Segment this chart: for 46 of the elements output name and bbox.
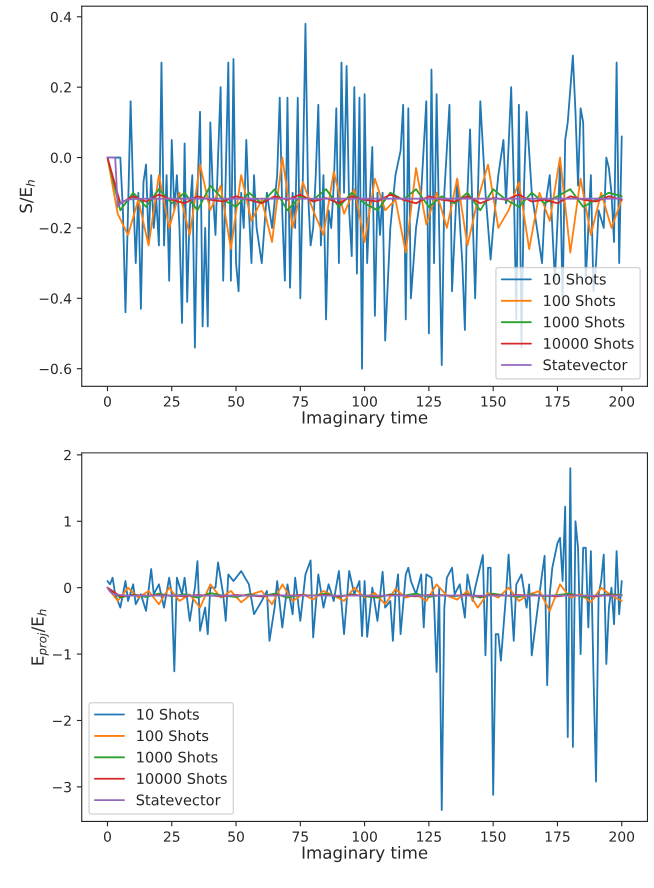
y-tick-label: 0.4 <box>50 12 72 22</box>
y-tick-label: −0.2 <box>40 222 71 234</box>
x-tick-label: 125 <box>417 831 441 842</box>
legend-label: 10 Shots <box>544 273 606 285</box>
y-tick-label: 1 <box>64 516 71 527</box>
legend-label: Statevector <box>544 359 628 370</box>
x-tick-label: 50 <box>228 396 244 407</box>
legend-label: 100 Shots <box>137 730 208 742</box>
legend-label: Statevector <box>136 794 221 806</box>
x-tick-label: 150 <box>481 831 506 842</box>
x-tick-label: 75 <box>292 396 308 407</box>
legend-label: 10 Shots <box>137 708 199 720</box>
y-tick-label: −0.6 <box>40 364 72 374</box>
y-tick-label: 2 <box>64 450 71 460</box>
y-tick-label: 0 <box>64 582 72 594</box>
x-tick-label: 0 <box>104 831 111 842</box>
y-axis-title: E$_{proj}$/E$_{h}$ <box>31 610 49 665</box>
y-tick-label: −1 <box>53 649 71 660</box>
x-tick-label: 200 <box>610 831 634 842</box>
x-tick-label: 175 <box>546 396 570 407</box>
y-tick-label: −0.4 <box>40 293 72 304</box>
x-tick-label: 200 <box>610 396 634 407</box>
y-tick-label: 0.0 <box>50 152 72 164</box>
x-tick-label: 25 <box>164 396 180 407</box>
line-series <box>106 467 623 812</box>
x-tick-label: 100 <box>352 396 377 407</box>
x-tick-label: 75 <box>292 832 308 842</box>
y-tick-label: −2 <box>53 715 71 726</box>
y-tick-label: −3 <box>53 782 71 792</box>
legend-label: 100 Shots <box>544 294 616 306</box>
x-axis-title: Imaginary time <box>302 846 428 862</box>
x-tick-label: 125 <box>417 396 441 407</box>
legend-label: 1000 Shots <box>137 751 218 763</box>
x-tick-label: 50 <box>228 831 244 842</box>
x-tick-label: 25 <box>164 831 180 842</box>
y-tick-label: 0.2 <box>50 82 71 93</box>
x-tick-label: 100 <box>352 831 377 842</box>
legend-label: 1000 Shots <box>544 316 624 328</box>
x-tick-label: 175 <box>546 832 570 842</box>
x-tick-label: 0 <box>104 396 111 407</box>
x-tick-label: 150 <box>481 396 506 407</box>
line-series <box>106 156 623 254</box>
legend-label: 10000 Shots <box>137 772 227 784</box>
x-axis-title: Imaginary time <box>302 410 428 427</box>
legend-label: 10000 Shots <box>544 338 634 349</box>
y-axis-title: S/E$_{h}$ <box>20 180 35 213</box>
